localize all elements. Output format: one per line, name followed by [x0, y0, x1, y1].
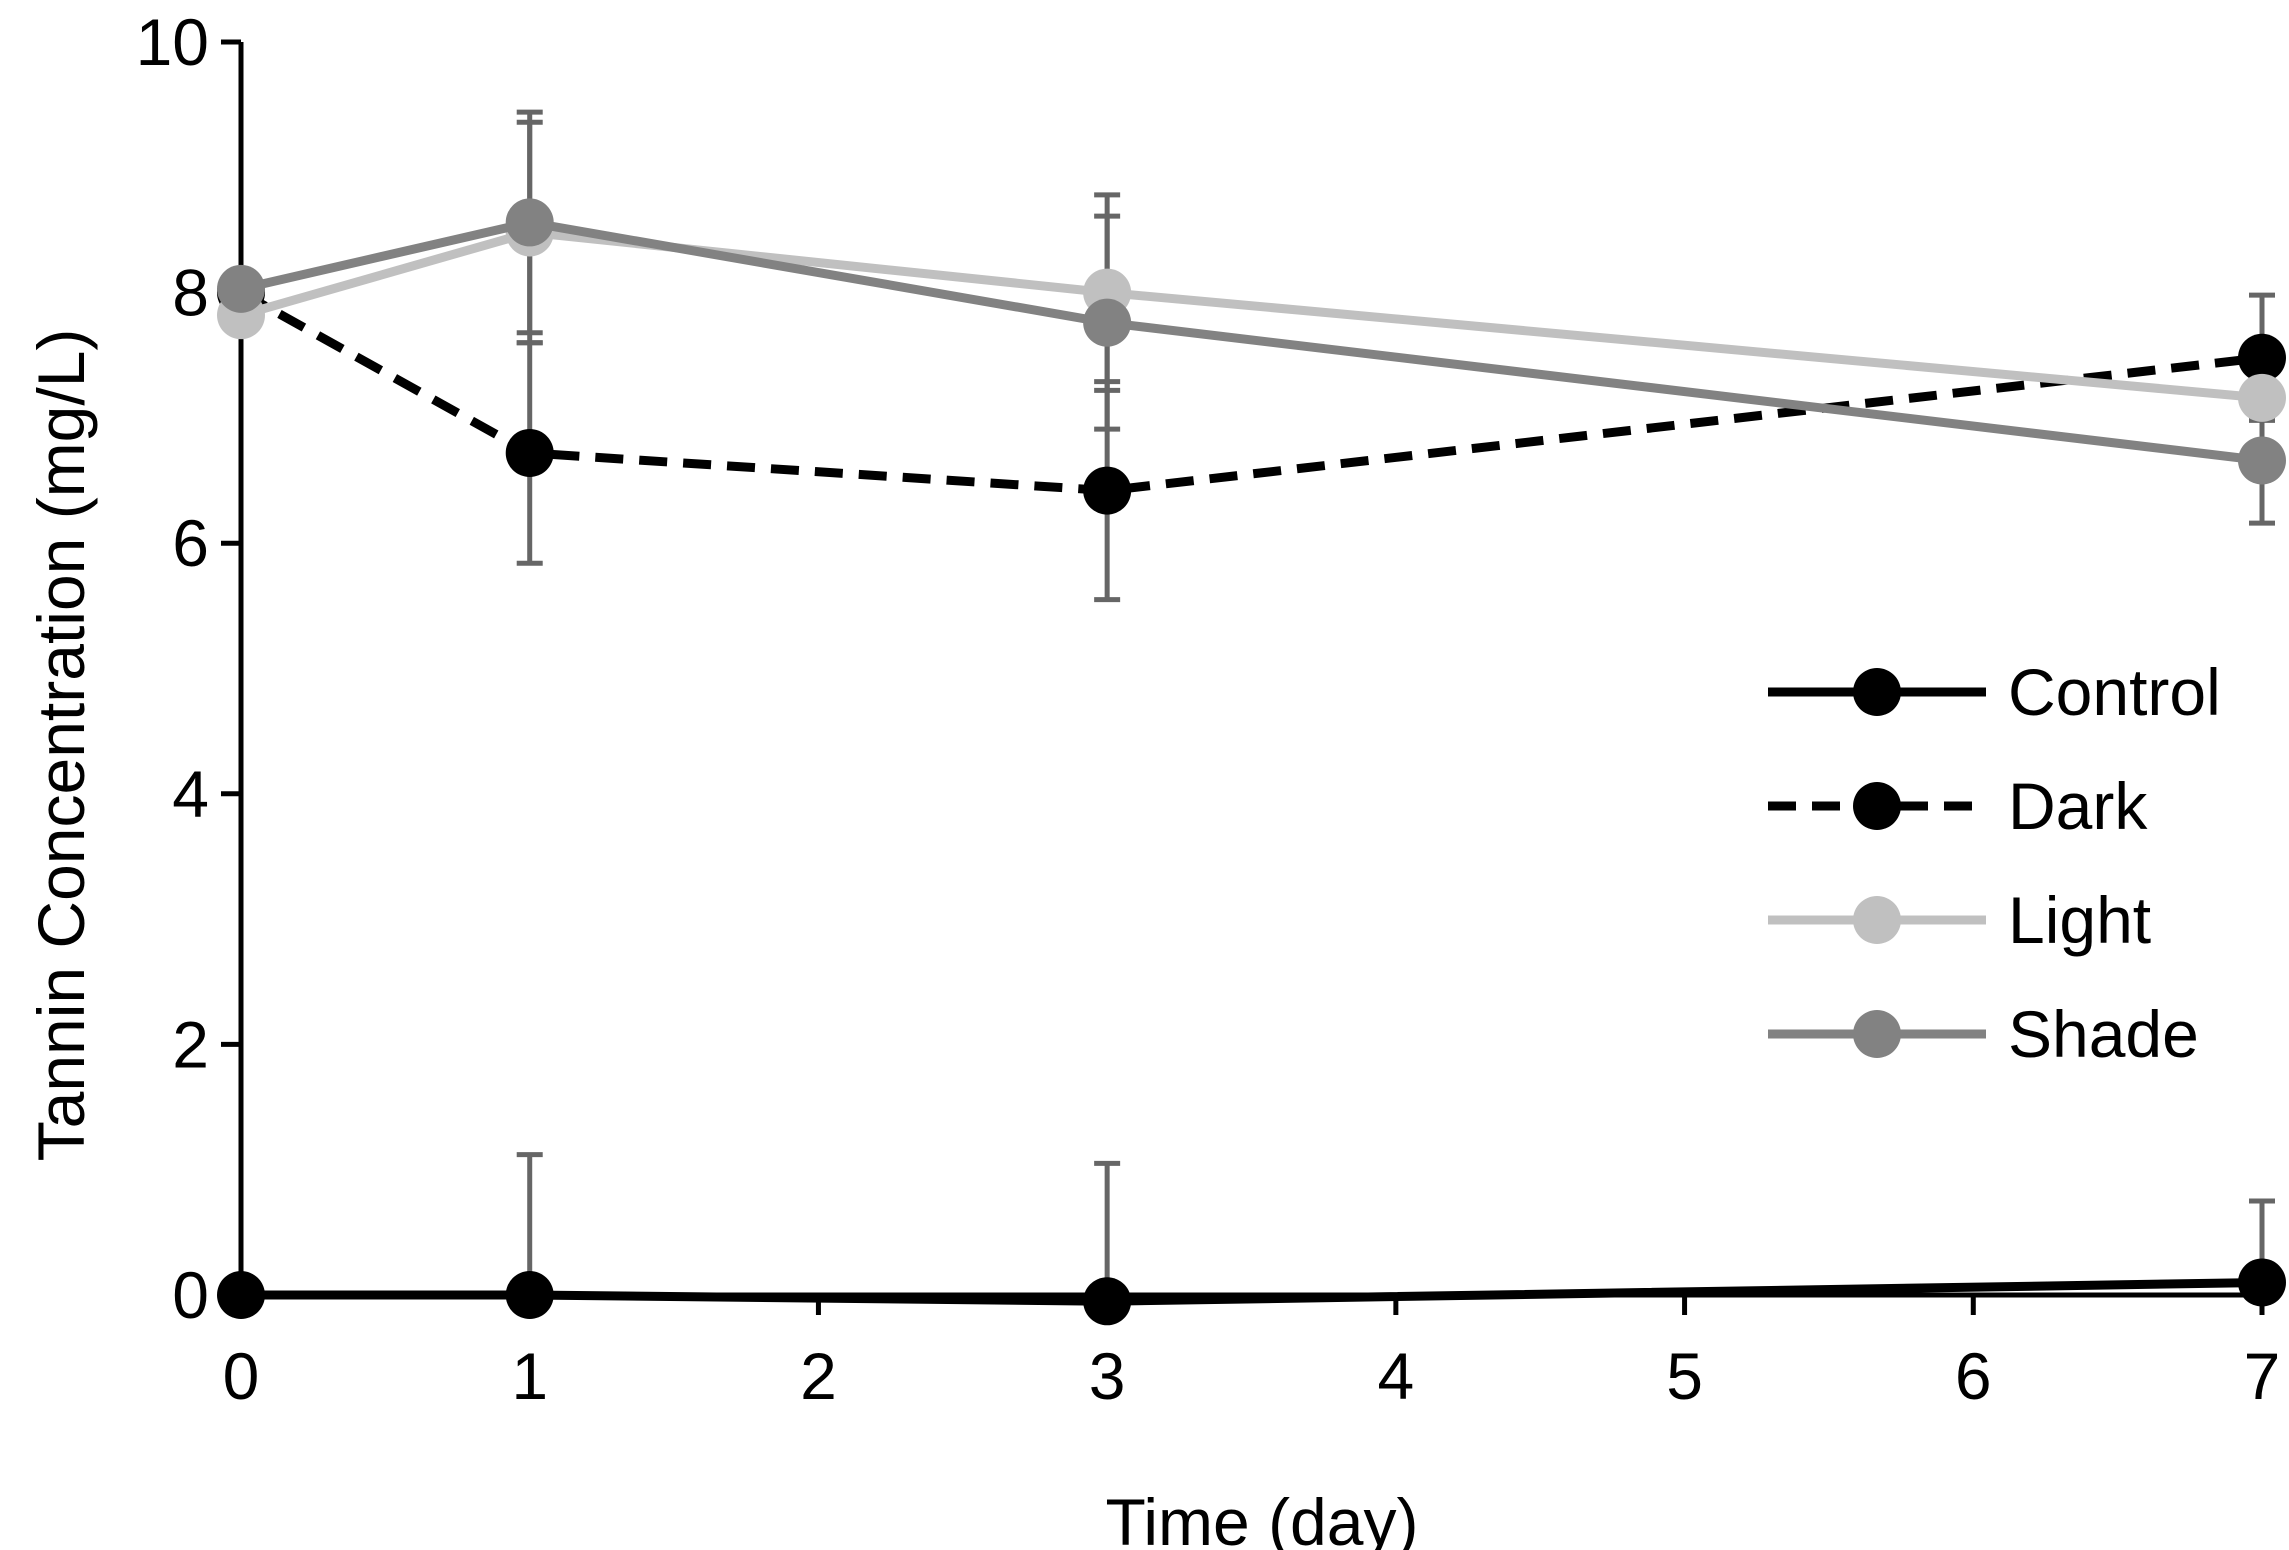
- series-shade: [217, 198, 2286, 485]
- series-line-light: [239, 227, 2263, 403]
- x-tick-label: 7: [2244, 1339, 2281, 1413]
- data-point-light: [2238, 373, 2286, 422]
- series-line-shade: [239, 217, 2263, 465]
- legend: Control Dark Light Shade: [1768, 655, 2221, 1071]
- legend-label: Dark: [2008, 769, 2148, 843]
- x-tick-label: 0: [223, 1339, 260, 1413]
- data-point-dark: [2238, 333, 2286, 382]
- legend-marker: [1853, 782, 1901, 830]
- y-tick-label: 6: [172, 506, 209, 580]
- series-line-dark: [238, 288, 2263, 496]
- error-bar: [1094, 1160, 1121, 1295]
- data-point-control: [217, 1271, 265, 1319]
- series-lines: [217, 198, 2286, 1326]
- y-tick-label: 4: [172, 757, 209, 831]
- y-tick-label: 0: [172, 1258, 209, 1332]
- tick-labels: 0 2 4 6 8 10 0 1 2 3 4 5 6 7: [136, 5, 2281, 1413]
- legend-marker: [1853, 1010, 1901, 1058]
- data-point-control: [1083, 1277, 1132, 1326]
- data-point-shade: [1083, 298, 1132, 347]
- x-tick-label: 6: [1955, 1339, 1992, 1413]
- x-tick-label: 4: [1377, 1339, 1414, 1413]
- data-point-shade: [217, 264, 265, 313]
- legend-item-control: Control: [1768, 655, 2221, 729]
- x-tick-label: 2: [800, 1339, 837, 1413]
- data-point-control: [505, 1271, 554, 1319]
- legend-item-shade: Shade: [1768, 997, 2199, 1071]
- x-axis-title: Time (day): [1106, 1485, 1419, 1550]
- data-point-control: [2238, 1258, 2286, 1307]
- x-tick-label: 5: [1666, 1339, 1703, 1413]
- series-line-control: [241, 1277, 2263, 1306]
- data-point-dark: [1083, 466, 1132, 515]
- legend-item-light: Light: [1768, 883, 2151, 957]
- legend-marker: [1853, 668, 1901, 716]
- series-control: [217, 1258, 2286, 1326]
- y-tick-label: 8: [172, 256, 209, 330]
- legend-label: Shade: [2008, 997, 2199, 1071]
- x-tick-label: 1: [511, 1339, 548, 1413]
- legend-item-dark: Dark: [1768, 769, 2148, 843]
- x-tick-label: 3: [1089, 1339, 1126, 1413]
- data-point-shade: [2238, 436, 2286, 485]
- legend-label: Control: [2008, 655, 2221, 729]
- y-axis-title: Tannin Concentration (mg/L): [24, 329, 98, 1162]
- y-tick-label: 2: [172, 1007, 209, 1081]
- legend-marker: [1853, 896, 1901, 944]
- y-tick-label: 10: [136, 5, 209, 79]
- legend-label: Light: [2008, 883, 2151, 957]
- data-point-shade: [505, 198, 554, 247]
- data-point-dark: [505, 428, 554, 477]
